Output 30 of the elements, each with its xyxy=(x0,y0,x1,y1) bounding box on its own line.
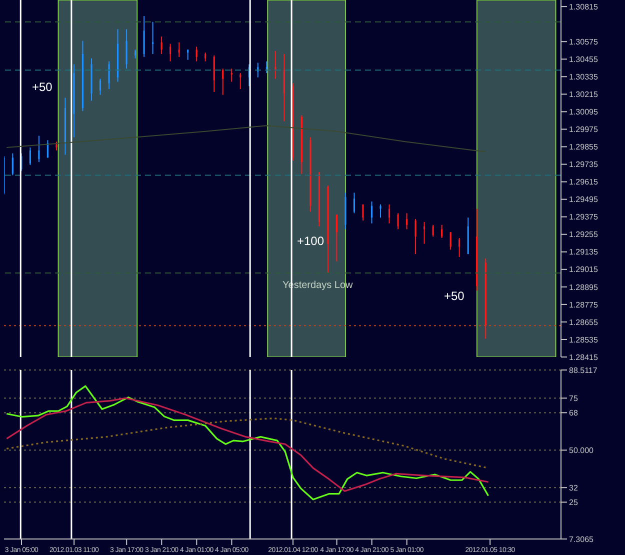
annotation: +50 xyxy=(444,289,464,303)
y-tick-label: 1.28655 xyxy=(569,318,598,327)
y-tick-label: 1.29375 xyxy=(569,212,598,222)
y-tick-label: 7.3065 xyxy=(569,534,594,544)
y-tick-label: 1.30815 xyxy=(569,2,598,12)
y-tick-label: 1.28775 xyxy=(569,300,598,310)
y-tick-label: 1.28535 xyxy=(569,335,598,344)
y-tick-label: 1.29975 xyxy=(569,125,598,134)
y-tick-label: 32 xyxy=(569,483,578,492)
y-tick-label: 1.30335 xyxy=(569,72,598,82)
y-tick-label: 1.29855 xyxy=(569,142,598,152)
y-tick-label: 1.29135 xyxy=(569,248,598,257)
y-tick-label: 1.30215 xyxy=(569,90,598,100)
y-tick-label: 1.30455 xyxy=(569,54,598,64)
y-tick-label: 25 xyxy=(569,498,578,508)
y-tick-label: 1.29495 xyxy=(569,195,598,204)
y-tick-label: 1.30575 xyxy=(569,37,598,46)
y-tick-label: 68 xyxy=(569,408,578,418)
y-tick-label: 1.29615 xyxy=(569,178,598,187)
y-tick-label: 1.29015 xyxy=(569,265,598,274)
y-tick-label: 1.28895 xyxy=(569,282,598,292)
y-tick-label: 1.28415 xyxy=(569,352,598,362)
y-tick-label: 88.5117 xyxy=(569,366,598,375)
y-tick-label: 75 xyxy=(569,394,578,403)
y-tick-label: 1.29735 xyxy=(569,160,598,170)
y-tick-label: 50.000 xyxy=(569,446,594,455)
annotation: +50 xyxy=(32,80,52,94)
y-tick-label: 1.30095 xyxy=(569,108,598,117)
y-tick-label: 1.29255 xyxy=(569,230,598,240)
annotation: +100 xyxy=(297,234,324,248)
